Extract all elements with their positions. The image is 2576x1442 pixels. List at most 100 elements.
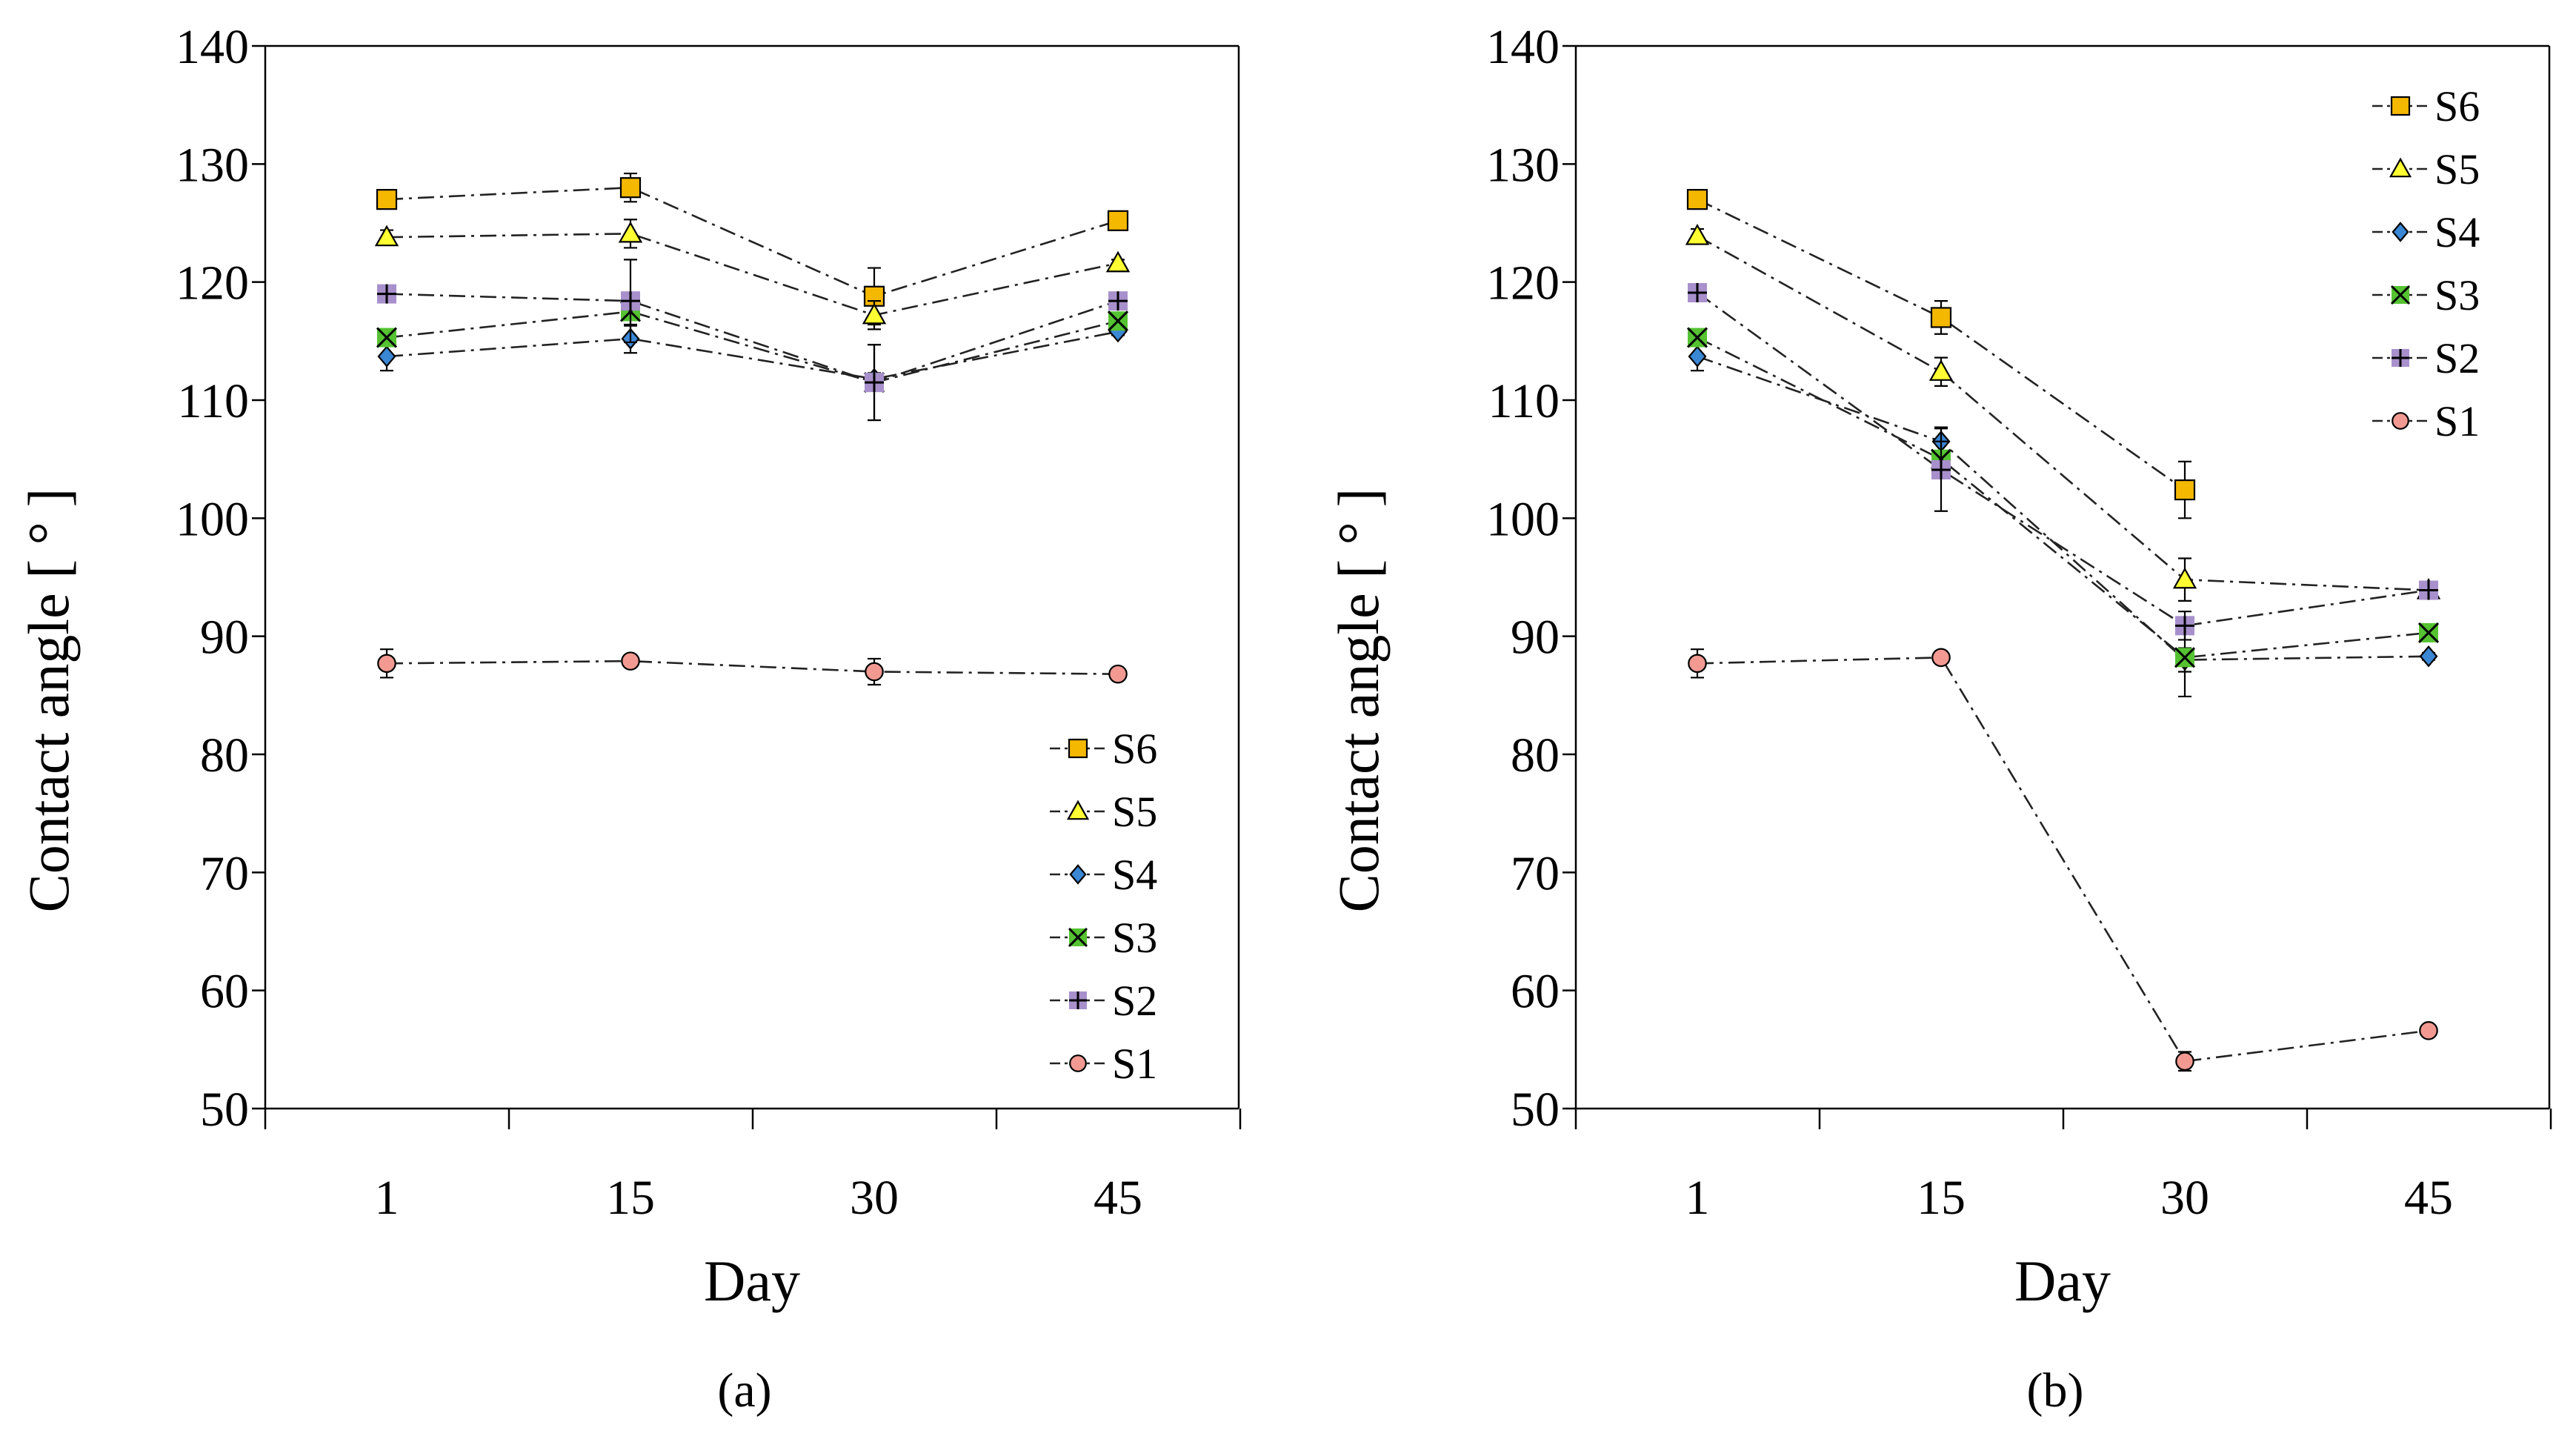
legend-label: S1 (1112, 1040, 1157, 1088)
legend-label: S5 (1112, 788, 1157, 836)
data-point (1686, 327, 1708, 348)
data-point (2172, 567, 2197, 589)
y-tick-label: 80 (1511, 728, 1560, 783)
legend: S6 S5 S4 S3 S2 S1 (1050, 725, 1157, 1088)
legend-item-s1: S1 (1050, 1040, 1157, 1088)
legend-marker (1069, 1054, 1087, 1072)
series-line (386, 310, 1119, 384)
data-point (1928, 359, 1954, 381)
legend-item-s3: S3 (1050, 914, 1157, 962)
legend-marker (1068, 738, 1088, 759)
y-tick-label: 60 (1511, 965, 1560, 1019)
legend-label: S6 (2434, 82, 2480, 130)
series-layer (1685, 189, 2441, 1072)
data-point (865, 373, 884, 393)
legend-item-s2: S2 (1050, 977, 1157, 1025)
legend-label: S2 (2434, 334, 2480, 382)
y-tick-label: 70 (1511, 846, 1560, 900)
x-tick-label: 30 (2160, 1171, 2209, 1225)
data-point (1930, 307, 1952, 328)
data-point (377, 654, 396, 674)
data-point (376, 327, 398, 348)
data-point (1931, 460, 1951, 480)
y-tick-label: 120 (176, 256, 249, 310)
legend-item-s5: S5 (1050, 788, 1157, 836)
data-point (862, 302, 887, 325)
data-point (1688, 654, 1707, 674)
x-tick-label: 1 (1685, 1171, 1710, 1225)
legend-marker (1068, 927, 1088, 948)
x-tick-label: 45 (1094, 1171, 1142, 1225)
panel-caption: (a) (717, 1363, 771, 1418)
y-tick-label: 50 (200, 1083, 249, 1137)
data-point (1107, 210, 1129, 231)
series-s3 (376, 296, 1129, 422)
legend-item-s4: S4 (1050, 851, 1157, 899)
legend-label: S1 (2434, 397, 2480, 445)
legend-label: S4 (2434, 208, 2480, 256)
legend-item-s4: S4 (2372, 208, 2480, 256)
y-axis-title: Contact angle [ ° ] (16, 488, 81, 913)
x-axis-ticks: 1 15 30 45 (1574, 1109, 2552, 1225)
series-s5 (1685, 223, 2441, 602)
chart-panel-b: 50 60 70 80 90 100 110 120 130 140 1 15 30 45 S6 S5 S4… (1326, 20, 2552, 1418)
data-point (2417, 622, 2440, 643)
data-point (1931, 648, 1951, 668)
legend-label: S3 (1112, 914, 1157, 962)
legend-marker (2389, 157, 2412, 178)
data-point (1688, 283, 1707, 303)
y-tick-label: 140 (1486, 20, 1560, 74)
series-s5 (374, 219, 1131, 330)
series-line (1697, 198, 2186, 491)
y-tick-label: 130 (1486, 138, 1560, 192)
legend-marker (2392, 412, 2409, 430)
data-point (2419, 645, 2438, 668)
series-s6 (376, 172, 1129, 326)
series-layer (374, 172, 1131, 686)
legend-item-s5: S5 (2372, 145, 2480, 193)
legend-marker (2392, 222, 2409, 242)
y-tick-label: 70 (200, 846, 249, 900)
series-line (1697, 336, 2429, 659)
data-point (2419, 1021, 2438, 1040)
series-line (386, 186, 1119, 298)
series-line (1697, 355, 2429, 661)
data-point (376, 189, 398, 210)
legend-marker (2390, 96, 2411, 116)
data-point (2175, 616, 2194, 636)
data-point (2175, 1051, 2194, 1071)
legend-label: S6 (1112, 725, 1157, 773)
y-axis-title: Contact angle [ ° ] (1326, 488, 1391, 913)
panel-caption: (b) (2027, 1363, 2084, 1418)
legend-label: S3 (2434, 271, 2480, 319)
legend-item-s2: S2 (2372, 334, 2480, 382)
data-point (1108, 291, 1128, 311)
y-axis-ticks: 50 60 70 80 90 100 110 120 130 140 (1486, 20, 1576, 1137)
y-tick-label: 110 (1488, 374, 1560, 428)
series-s1 (1688, 648, 2438, 1072)
y-tick-label: 60 (200, 965, 249, 1019)
x-tick-label: 30 (850, 1171, 899, 1225)
legend-item-s6: S6 (1050, 725, 1157, 773)
data-point (619, 177, 642, 199)
y-tick-label: 140 (176, 20, 249, 74)
y-tick-label: 120 (1486, 256, 1560, 310)
legend-label: S5 (2434, 145, 2480, 193)
series-s1 (377, 648, 1128, 686)
data-point (1108, 664, 1128, 684)
x-tick-label: 45 (2404, 1171, 2453, 1225)
x-axis-title: Day (704, 1249, 800, 1313)
data-point (374, 225, 399, 247)
x-tick-label: 15 (1917, 1171, 1966, 1225)
series-line (386, 293, 1119, 384)
data-point (1685, 223, 1710, 245)
y-tick-label: 80 (200, 728, 249, 783)
data-point (377, 345, 396, 368)
legend-item-s1: S1 (2372, 397, 2480, 445)
data-point (865, 662, 884, 682)
y-tick-label: 110 (177, 374, 249, 428)
legend-marker (1066, 800, 1090, 820)
legend-marker (2392, 349, 2409, 367)
series-line (1697, 235, 2429, 591)
